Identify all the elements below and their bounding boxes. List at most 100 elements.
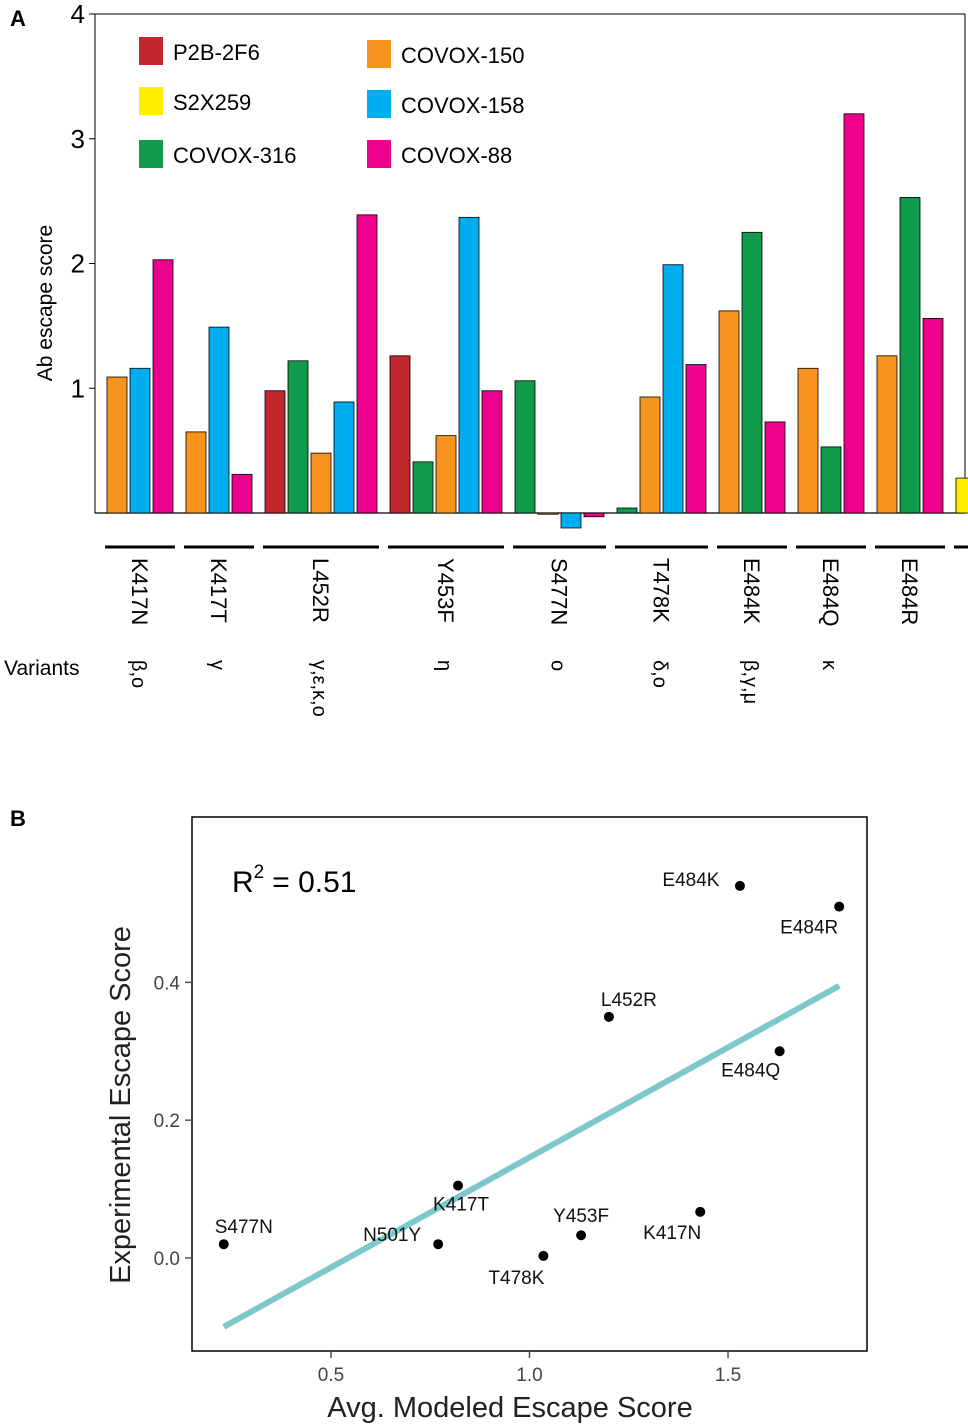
bar-t478k-covox-150: [639, 396, 661, 514]
legend: P2B-2F6 S2X259 COVOX-316 COVOX-150 COVOX-158…: [139, 37, 525, 168]
point-label: S477N: [215, 1217, 273, 1238]
variant-label: η: [433, 660, 455, 671]
bar-t478k-covox-88: [685, 364, 707, 514]
panel-label-a: A: [10, 6, 26, 31]
bar-series: [106, 113, 968, 529]
fit-line: [222, 983, 841, 1330]
legend-swatch: [139, 87, 163, 115]
variant-label: δ,ο: [649, 660, 671, 688]
legend-label: COVOX-316: [173, 143, 297, 168]
bar-y453f-covox-150: [435, 435, 457, 514]
legend-swatch: [139, 37, 163, 65]
scatter-x-axis-label: Avg. Modeled Escape Score: [327, 1392, 692, 1424]
legend-swatch: [139, 140, 163, 168]
bar-t478k-covox-158: [662, 264, 684, 514]
scatter-point-k417n: [695, 1206, 706, 1217]
legend-label: COVOX-158: [401, 93, 525, 118]
point-label: E484R: [780, 918, 838, 939]
bar-e484q-covox-88: [843, 113, 865, 514]
mutation-label: T478K: [649, 558, 674, 623]
bar-e484r-covox-150: [876, 355, 898, 514]
scatter-point-y453f: [576, 1230, 587, 1241]
scatter-y-axis-label: Experimental Escape Score: [105, 926, 137, 1284]
legend-label: S2X259: [173, 90, 251, 115]
bar-e484q-covox-316: [820, 446, 842, 514]
bar-y-tick-label: 1: [71, 373, 85, 403]
variant-label: β,ο: [127, 660, 149, 688]
scatter-point-n501y: [433, 1239, 444, 1250]
bar-l452r-covox-316: [287, 360, 309, 514]
bar-l452r-covox-158: [333, 401, 355, 514]
bar-y-axis: 1 2 3 4: [71, 0, 95, 403]
scatter-point-e484q: [774, 1046, 785, 1057]
bar-e484r-covox-88: [922, 317, 944, 514]
scatter-x-tick-label: 0.5: [318, 1365, 344, 1386]
scatter-axes: 0.5 1.0 1.5 0.0 0.2 0.4: [154, 973, 742, 1386]
point-label: L452R: [601, 990, 657, 1011]
scatter-x-tick-label: 1.5: [715, 1365, 741, 1386]
panel-label-b: B: [10, 806, 26, 831]
mutation-label: Y453F: [433, 558, 458, 623]
scatter-point-e484k: [734, 880, 745, 891]
scatter-chart-panel: 0.5 1.0 1.5 0.0 0.2 0.4 S477N N501Y K417T T478K Y…: [105, 816, 868, 1424]
scatter-point-t478k: [538, 1250, 549, 1261]
scatter-point-l452r: [603, 1011, 614, 1022]
bar-y453f-covox-88: [481, 390, 503, 514]
bar-y-tick-label: 2: [71, 249, 85, 279]
variant-label: β,γ,μ: [739, 660, 761, 704]
mutation-label: K417T: [206, 558, 231, 623]
mutation-label: S477N: [547, 558, 572, 625]
variant-label: κ: [818, 660, 840, 671]
bar-e484k-covox-150: [718, 310, 740, 514]
mutation-label: E484R: [897, 558, 922, 625]
bar-y-tick-label: 4: [71, 0, 85, 29]
scatter-point-k417t: [453, 1180, 464, 1191]
point-label: E484K: [662, 870, 719, 891]
point-label: K417N: [643, 1223, 701, 1244]
bar-e484k-covox-316: [741, 231, 763, 514]
bar-y453f-p2b-2f6: [389, 355, 411, 514]
bar-k417n-covox-150: [106, 376, 128, 514]
scatter-y-tick-label: 0.4: [154, 973, 181, 994]
bar-y-tick-label: 3: [71, 124, 85, 154]
bar-k417n-covox-158: [129, 367, 151, 514]
point-label: T478K: [488, 1268, 544, 1289]
legend-swatch: [367, 40, 391, 68]
bar-k417t-covox-88: [231, 473, 253, 514]
bar-e484k-covox-88: [764, 421, 786, 514]
variant-label: γ,ε,κ,ο: [308, 660, 330, 717]
scatter-point-e484r: [834, 901, 845, 912]
legend-swatch: [367, 90, 391, 118]
variants-label: Variants: [4, 657, 79, 680]
variant-label: ο: [547, 660, 569, 671]
point-label: N501Y: [363, 1225, 421, 1246]
scatter-point-s477n: [218, 1239, 229, 1250]
legend-label: P2B-2F6: [173, 40, 260, 65]
bar-chart-panel: 1 2 3 4 Ab escape score P2B-2F6 S2X259 COVOX-…: [4, 0, 968, 717]
legend-label: COVOX-150: [401, 43, 525, 68]
legend-label: COVOX-88: [401, 143, 512, 168]
bar-e484q-covox-150: [797, 367, 819, 514]
bar-n501y-s2x259: [955, 477, 968, 514]
bar-k417t-covox-158: [208, 326, 230, 514]
r-squared-value: = 0.51: [272, 866, 356, 899]
r-squared-annotation: R2 = 0.51: [232, 862, 357, 899]
bar-k417t-covox-150: [185, 431, 207, 514]
bar-t478k-covox-316: [616, 507, 638, 514]
bar-y-axis-label: Ab escape score: [34, 225, 57, 381]
bar-y453f-covox-316: [412, 461, 434, 514]
variant-label: γ: [206, 660, 228, 670]
bar-e484r-covox-316: [899, 196, 921, 514]
point-label: K417T: [433, 1195, 489, 1216]
mutation-label: E484Q: [818, 558, 843, 627]
mutation-label: K417N: [127, 558, 152, 625]
bar-l452r-p2b-2f6: [264, 390, 286, 514]
bar-y453f-covox-158: [458, 216, 480, 514]
r-squared-symbol: R: [232, 866, 254, 899]
bar-s477n-covox-158: [560, 512, 582, 529]
point-label: E484Q: [721, 1060, 780, 1081]
r-squared-exponent: 2: [254, 862, 265, 883]
mutation-groups: K417N β,ο K417T γ L452R γ,ε,κ,ο Y453F η S477N ο T4…: [105, 545, 968, 717]
bar-k417n-covox-88: [152, 259, 174, 514]
